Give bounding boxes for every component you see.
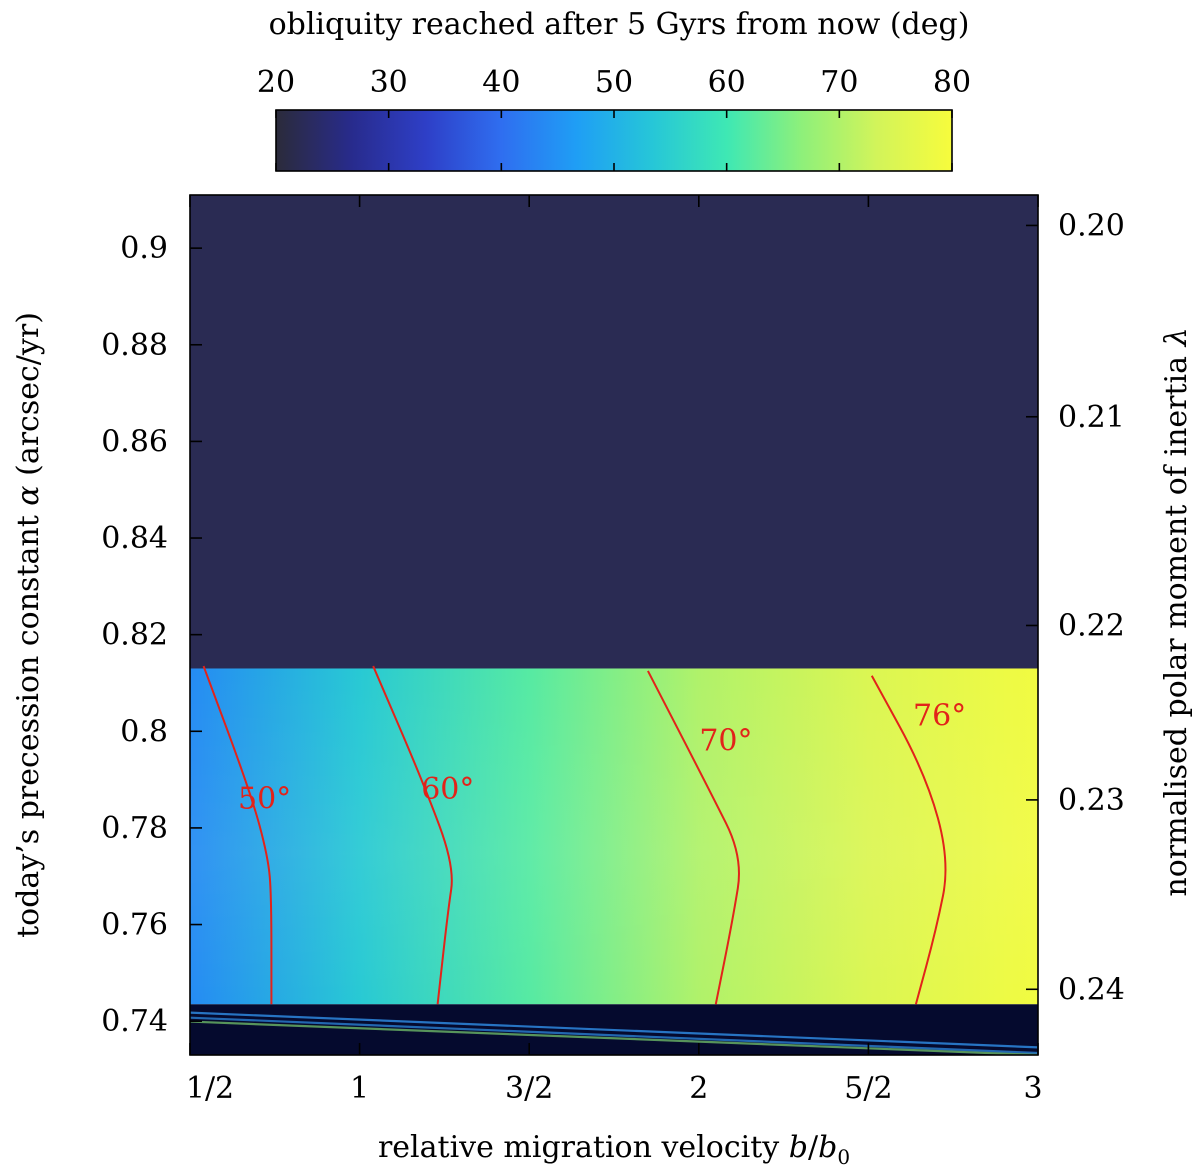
contour-label: 70°: [699, 724, 752, 759]
x-tick-label: 3/2: [505, 1071, 553, 1106]
contour-line: [870, 675, 947, 1005]
x-axis: 1/2 1 3/2 2 5/2 3: [186, 195, 1043, 1106]
colorbar-tick-label: 40: [482, 65, 520, 100]
y2-axis-label: normalised polar moment of inertia λ: [1159, 327, 1194, 896]
y-tick-label: 0.86: [101, 424, 168, 459]
lower-streaks: [190, 1011, 1038, 1055]
y2-tick-label: 0.23: [1058, 783, 1125, 818]
contour-line: [202, 665, 273, 1005]
colorbar-tick-label: 80: [933, 65, 971, 100]
x-tick-label: 5/2: [844, 1071, 892, 1106]
x-tick-label: 3: [1023, 1071, 1042, 1106]
x-tick-label: 2: [689, 1071, 708, 1106]
y-tick-label: 0.88: [101, 328, 168, 363]
colorbar-tick-label: 70: [820, 65, 858, 100]
contour-label: 50°: [238, 782, 291, 817]
colorbar-tick-label: 50: [595, 65, 633, 100]
x-axis-label: relative migration velocity b/b0: [378, 1130, 850, 1169]
colorbar-tick-label: 20: [257, 65, 295, 100]
lower-streak: [190, 1020, 1038, 1055]
colorbar-tick-labels: 20 30 40 50 60 70 80: [257, 65, 971, 100]
y2-tick-label: 0.22: [1058, 608, 1125, 643]
y-tick-label: 0.78: [101, 811, 168, 846]
colorbar-ticks: [275, 110, 953, 171]
y-tick-label: 0.84: [101, 521, 168, 556]
contour-line: [647, 670, 740, 1005]
y2-tick-label: 0.24: [1058, 972, 1125, 1007]
colorbar-tick-label: 30: [370, 65, 408, 100]
colorbar-tick-label: 60: [708, 65, 746, 100]
heatmap-plot: 50° 60° 70° 76°: [190, 195, 1038, 1055]
x-tick-label: 1: [350, 1071, 369, 1106]
y2-axis: 0.20 0.21 0.22 0.23 0.24: [1026, 208, 1125, 1007]
x-tick-label: 1/2: [186, 1071, 234, 1106]
contour-label: 76°: [913, 698, 966, 733]
colorbar: [275, 109, 953, 172]
y-tick-label: 0.82: [101, 618, 168, 653]
region-upper: [190, 195, 1038, 671]
y-tick-label: 0.76: [101, 908, 168, 943]
contour-line: [372, 665, 453, 1005]
y2-tick-label: 0.21: [1058, 400, 1125, 435]
y-tick-label: 0.8: [120, 714, 168, 749]
lower-streak: [190, 1016, 1038, 1055]
y-axis: 0.74 0.76 0.78 0.8 0.82 0.84 0.86 0.88 0.9: [101, 231, 202, 1039]
lower-streak: [190, 1011, 1038, 1049]
region-resonance-shading: [190, 668, 1038, 1005]
colorbar-title: obliquity reached after 5 Gyrs from now …: [269, 7, 970, 42]
y-tick-label: 0.9: [120, 231, 168, 266]
contour-lines: 50° 60° 70° 76°: [202, 665, 966, 1005]
y-tick-label: 0.74: [101, 1004, 168, 1039]
y-axis-label: today’s precession constant α (arcsec/yr…: [11, 312, 46, 938]
y2-tick-label: 0.20: [1058, 208, 1125, 243]
contour-label: 60°: [421, 772, 474, 807]
